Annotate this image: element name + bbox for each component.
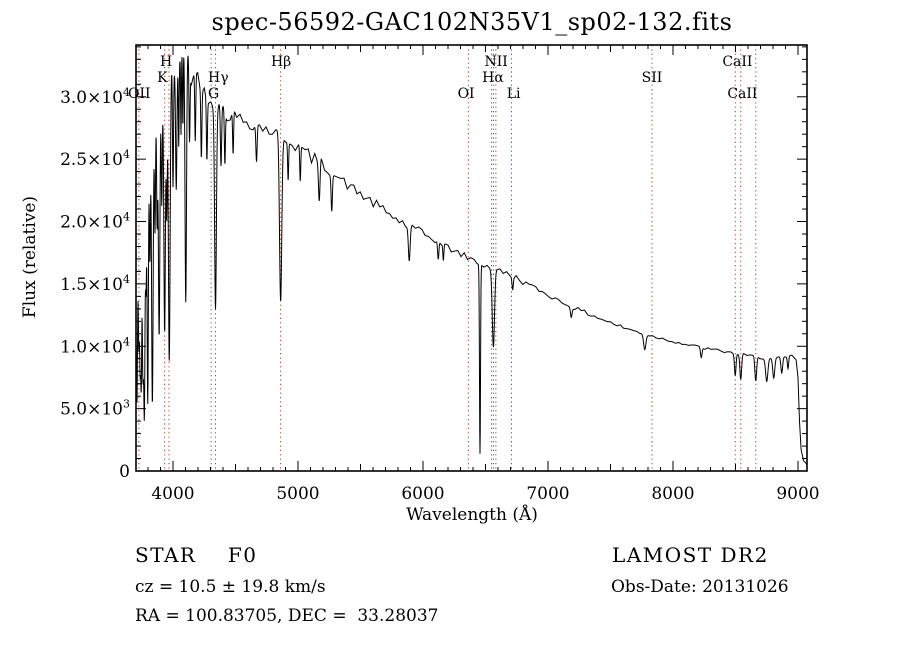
spectral-line-label: Hα [482,70,504,86]
x-tick-label: 4000 [151,484,194,504]
obs-date: Obs-Date: 20131026 [611,577,789,597]
y-tick-label: 0 [119,462,130,482]
spectral-line-label: CaII [727,86,757,102]
y-tick-label: 1.0×104 [60,335,130,357]
spectral-line-label: K [157,70,168,86]
spectral-line-label: Hγ [208,70,229,86]
cz-value: cz = 10.5 ± 19.8 km/s [135,577,326,597]
plot-frame [135,44,808,472]
survey-release: LAMOST DR2 [612,543,769,567]
x-tick-label: 8000 [651,484,694,504]
spectral-line-label: NII [484,54,507,70]
plot-title: spec-56592-GAC102N35V1_sp02-132.fits [211,8,733,36]
spectral-line-label: OII [128,86,151,102]
spectral-line-label: Li [507,86,521,102]
coordinates: RA = 100.83705, DEC = 33.28037 [135,606,439,626]
y-tick-label: 1.5×104 [60,273,130,295]
spectral-line-label: G [208,86,219,102]
spectral-line-label: OI [458,86,475,102]
y-tick-label: 2.5×104 [60,148,130,170]
y-tick-label: 2.0×104 [60,211,130,233]
object-class: STAR F0 [135,543,258,567]
y-tick-label: 3.0×104 [60,86,130,108]
y-tick-label: 5.0×103 [60,398,130,420]
spectral-line-label: SII [642,70,663,86]
spectrum-trace [135,55,808,465]
x-axis-title: Wavelength (Å) [406,505,538,525]
x-tick-label: 7000 [526,484,569,504]
spectral-line-label: Hβ [271,54,291,70]
x-tick-label: 5000 [276,484,319,504]
x-tick-label: 6000 [401,484,444,504]
spectral-line-label: CaII [722,54,752,70]
spectral-line-label: H [160,54,172,70]
x-tick-label: 9000 [776,484,819,504]
